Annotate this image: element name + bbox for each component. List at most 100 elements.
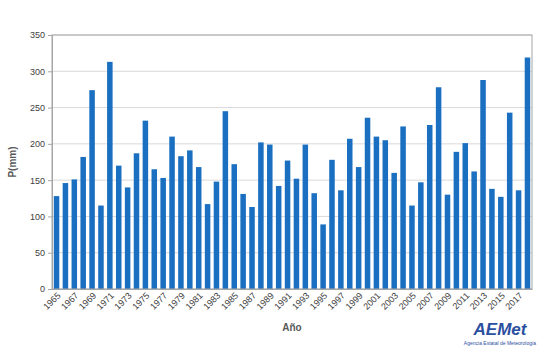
y-tick-mark (48, 216, 52, 217)
bar (187, 150, 193, 289)
x-tick: 2009 (432, 289, 453, 312)
bar (329, 160, 335, 289)
x-tick-label: 2005 (397, 291, 418, 312)
y-tick-mark (48, 253, 52, 254)
y-tick: 50 (35, 248, 52, 258)
x-tick-label: 2009 (432, 291, 453, 312)
logo-text: AEMet (473, 320, 528, 339)
y-tick-label: 150 (30, 176, 45, 186)
x-tick-label: 1967 (59, 291, 80, 312)
bars (54, 57, 530, 289)
y-tick-label: 200 (30, 139, 45, 149)
bar (178, 156, 184, 289)
x-tick: 1991 (272, 289, 293, 312)
x-tick-label: 2007 (415, 291, 436, 312)
bar (320, 224, 326, 289)
bar (516, 190, 522, 289)
chart: 0501001502002503003501965196719691971197… (0, 0, 550, 357)
bar (418, 182, 424, 289)
x-tick-label: 1971 (95, 291, 116, 312)
grid-line (52, 143, 532, 144)
y-tick-label: 0 (40, 284, 45, 294)
bar (134, 153, 140, 289)
x-tick-label: 1993 (290, 291, 311, 312)
bar (267, 145, 273, 289)
bar (454, 152, 460, 289)
x-tick-label: 1985 (219, 291, 240, 312)
bar (143, 121, 149, 289)
bar (471, 171, 477, 289)
y-tick-mark (48, 71, 52, 72)
x-tick: 1973 (112, 289, 133, 312)
x-tick: 2007 (415, 289, 436, 312)
y-tick: 100 (30, 212, 52, 222)
bar (311, 193, 317, 289)
x-tick: 2011 (451, 289, 472, 311)
x-tick: 2001 (361, 289, 382, 312)
x-tick: 1999 (343, 289, 364, 312)
bar (258, 142, 264, 289)
grid-line (52, 216, 532, 217)
bar (98, 206, 104, 289)
y-tick: 0 (40, 284, 52, 294)
grid-line (52, 71, 532, 72)
bar (365, 118, 371, 289)
x-tick: 1985 (219, 289, 240, 312)
x-tick: 1983 (201, 289, 222, 312)
bar (89, 90, 95, 289)
y-tick-mark (48, 180, 52, 181)
bar (347, 139, 353, 289)
y-tick-label: 300 (30, 67, 45, 77)
bar (338, 190, 344, 289)
x-tick-label: 1975 (130, 291, 151, 312)
x-axis-title: Año (282, 322, 301, 333)
x-tick-label: 1995 (308, 291, 329, 312)
y-tick-mark (48, 35, 52, 36)
bar (525, 57, 531, 289)
x-tick: 1993 (290, 289, 311, 312)
y-tick-label: 100 (30, 212, 45, 222)
bar (169, 137, 175, 289)
x-tick-label: 1965 (41, 291, 62, 312)
grid-line (52, 252, 532, 253)
x-tick: 1987 (237, 289, 258, 312)
x-tick: 1969 (77, 289, 98, 312)
bar (205, 204, 211, 289)
x-tick: 2013 (468, 289, 489, 312)
bar (436, 87, 442, 289)
x-tick-label: 2015 (486, 291, 507, 312)
y-tick-label: 250 (30, 103, 45, 113)
x-tick: 2005 (397, 289, 418, 312)
x-tick: 2017 (503, 289, 524, 312)
bar (54, 196, 60, 289)
x-tick-label: 1991 (272, 291, 293, 312)
bar (125, 187, 131, 289)
x-axis: 1965196719691971197319751977197919811983… (41, 289, 532, 312)
bar (196, 167, 202, 289)
bar (276, 186, 282, 289)
x-tick: 1997 (326, 289, 347, 312)
bar (374, 137, 380, 289)
bar (480, 80, 486, 289)
bar (240, 194, 246, 289)
x-tick-label: 2001 (361, 291, 382, 312)
y-tick: 250 (30, 103, 52, 113)
y-tick: 200 (30, 139, 52, 149)
bar (356, 167, 362, 289)
x-tick-label: 1989 (255, 291, 276, 312)
y-tick: 300 (30, 67, 52, 77)
bar (249, 207, 255, 289)
bar (427, 125, 433, 289)
y-axis: 050100150200250300350 (30, 30, 53, 294)
bar (463, 143, 469, 289)
x-tick-label: 1983 (201, 291, 222, 312)
x-tick-label: 1969 (77, 291, 98, 312)
bar (445, 195, 451, 289)
x-tick-label: 1973 (112, 291, 133, 312)
x-tick: 1977 (148, 289, 169, 312)
y-tick-mark (48, 108, 52, 109)
grid (52, 35, 532, 289)
bar (63, 183, 69, 289)
x-tick: 1989 (255, 289, 276, 312)
x-tick-label: 1987 (237, 291, 258, 312)
